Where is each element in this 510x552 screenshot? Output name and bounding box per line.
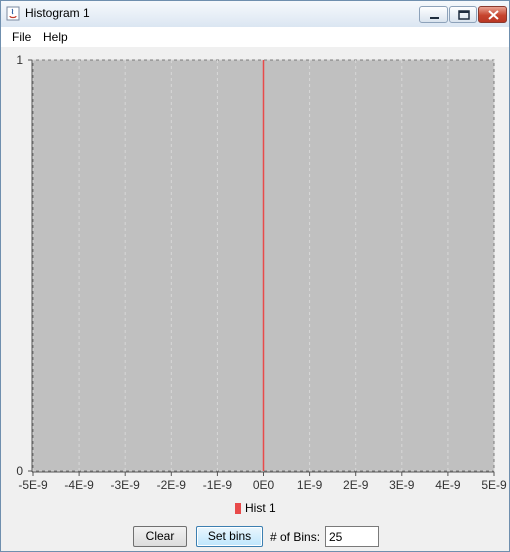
x-tick-label: 0E0 bbox=[253, 478, 275, 492]
window-title: Histogram 1 bbox=[25, 6, 90, 20]
histogram-chart: -5E-9 -4E-9 -3E-9 -2E-9 -1E-9 0E0 1E-9 2E-9 3E-9… bbox=[16, 53, 507, 492]
menu-bar: File Help bbox=[1, 27, 509, 47]
legend-swatch bbox=[235, 503, 241, 514]
java-app-icon bbox=[6, 6, 20, 21]
close-icon bbox=[488, 10, 499, 20]
x-tick-label: -5E-9 bbox=[18, 478, 48, 492]
x-tick-label: -2E-9 bbox=[157, 478, 187, 492]
bins-label: # of Bins: bbox=[270, 530, 321, 544]
maximize-icon bbox=[458, 10, 470, 20]
menu-file[interactable]: File bbox=[12, 30, 32, 44]
menu-help[interactable]: Help bbox=[43, 30, 68, 44]
set-bins-button[interactable]: Set bins bbox=[196, 526, 263, 547]
x-tick-label: 3E-9 bbox=[389, 478, 415, 492]
y-tick-label: 1 bbox=[16, 53, 23, 67]
y-tick-label: 0 bbox=[16, 464, 23, 478]
x-tick-label: -1E-9 bbox=[203, 478, 233, 492]
minimize-button[interactable] bbox=[419, 6, 448, 23]
clear-button[interactable]: Clear bbox=[133, 526, 187, 547]
maximize-button[interactable] bbox=[449, 6, 477, 23]
close-button[interactable] bbox=[478, 6, 507, 23]
title-bar[interactable]: Histogram 1 bbox=[1, 1, 509, 28]
x-tick-label: -3E-9 bbox=[111, 478, 141, 492]
x-tick-label: 2E-9 bbox=[343, 478, 369, 492]
x-tick-label: 4E-9 bbox=[435, 478, 461, 492]
legend-label: Hist 1 bbox=[245, 501, 276, 515]
minimize-icon bbox=[430, 17, 439, 19]
x-tick-label: 5E-9 bbox=[481, 478, 507, 492]
x-tick-label: -4E-9 bbox=[64, 478, 94, 492]
x-tick-label: 1E-9 bbox=[297, 478, 323, 492]
bins-input[interactable] bbox=[325, 526, 379, 547]
